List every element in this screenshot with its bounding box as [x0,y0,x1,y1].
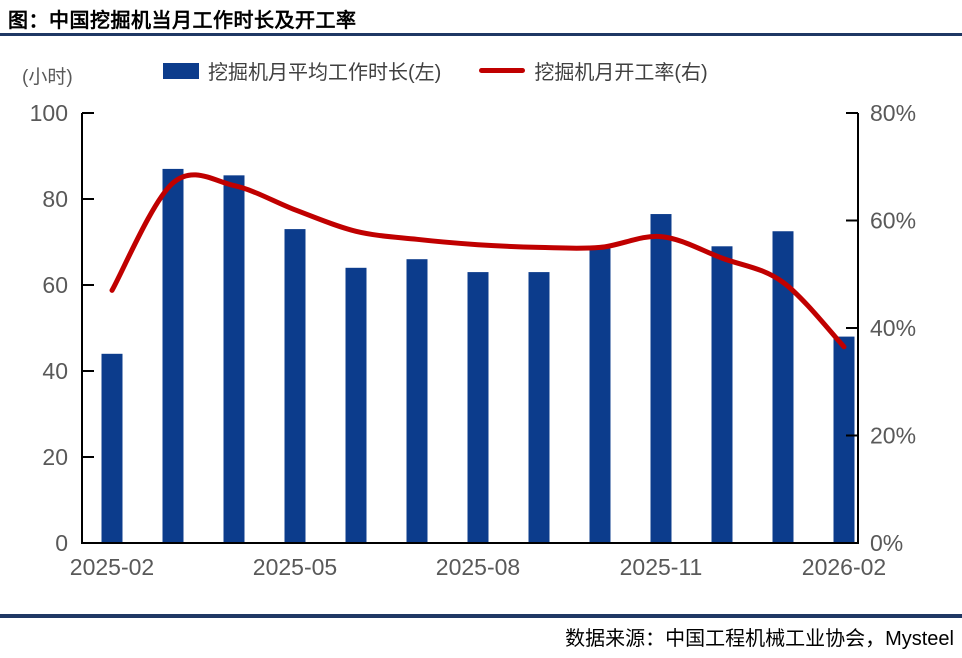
bar [772,231,794,543]
footer-divider [0,614,962,618]
chart-svg: 0 20 40 60 80 100 0% 20% 40% 60% 80% 2025-02 2025-05… [30,100,916,580]
line-series-swatch-icon [479,68,526,73]
right-axis-tick-label: 0% [870,530,903,556]
bar [223,175,245,543]
rate-line [109,172,847,350]
bar [284,229,306,543]
left-axis-tick-label: 40 [42,358,68,384]
x-axis-tick-label: 2025-08 [436,554,520,580]
left-axis-tick-label: 0 [55,530,68,556]
data-source: 数据来源：中国工程机械工业协会，Mysteel [565,628,954,650]
legend-item-hours: 挖掘机月平均工作时长(左) [163,56,441,85]
bar [467,272,489,543]
bar-series-swatch-icon [163,62,199,79]
left-axis-tick-label: 20 [42,444,68,470]
left-axis-tick-label: 60 [42,272,68,298]
bar [589,248,611,543]
bar [833,336,855,543]
title-divider [0,33,962,36]
legend-label-hours: 挖掘机月平均工作时长(左) [208,62,442,84]
x-axis-tick-label: 2025-02 [70,554,154,580]
legend: 挖掘机月平均工作时长(左) 挖掘机月开工率(右) [163,56,708,85]
chart-title: 图：中国挖掘机当月工作时长及开工率 [8,10,357,32]
left-axis-tick-label: 100 [30,100,68,126]
x-axis-tick-label: 2025-11 [620,554,703,580]
right-axis-tick-label: 40% [870,315,916,341]
bar [162,168,184,543]
x-axis-tick-label: 2026-02 [802,554,886,580]
bar [406,259,428,543]
x-axis-tick-label: 2025-05 [253,554,337,580]
left-axis-tick-label: 80 [42,186,68,212]
bar [650,214,672,544]
right-axis-tick-label: 20% [870,423,916,449]
right-axis-tick-label: 60% [870,208,916,234]
bar [711,246,733,544]
legend-item-rate: 挖掘机月开工率(右) [479,56,708,85]
right-axis-tick-label: 80% [870,100,916,126]
bar [345,267,367,543]
legend-label-rate: 挖掘机月开工率(右) [534,62,708,84]
left-axis-unit-label: (小时) [22,67,73,88]
bar [528,272,550,543]
bar [101,353,123,543]
